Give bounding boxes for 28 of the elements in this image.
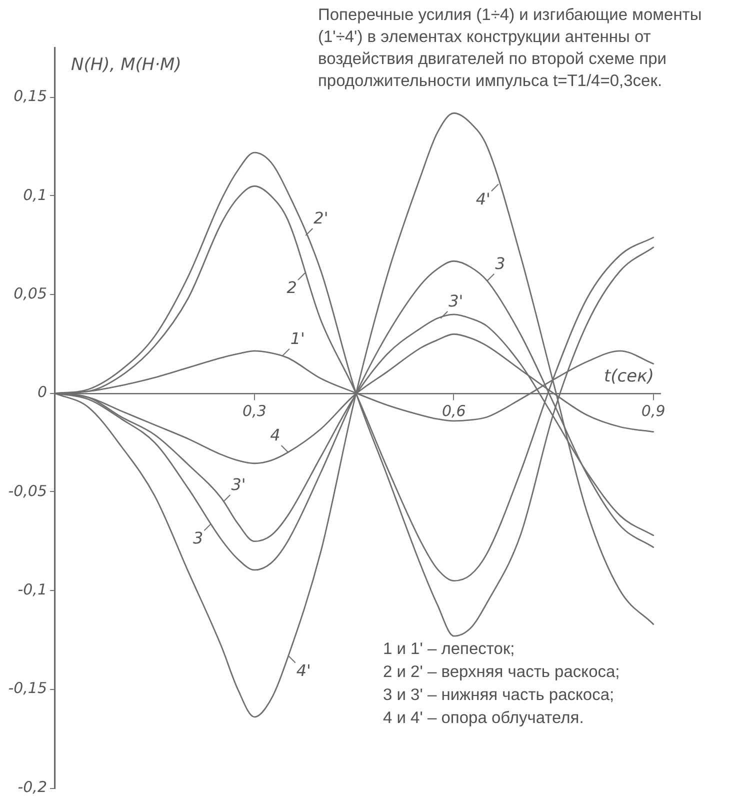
- annotation: 4': [476, 189, 490, 208]
- annotation: 4: [270, 426, 280, 445]
- y-tick-label: -0,1: [18, 580, 47, 599]
- y-tick-label: 0: [37, 383, 47, 402]
- annotation: 2: [286, 278, 297, 298]
- annotation: 3': [448, 292, 464, 311]
- y-tick-label: -0,2: [18, 778, 47, 796]
- x-tick-label: 0,3: [242, 402, 266, 420]
- y-tick-label: -0,05: [8, 482, 47, 500]
- annotation: 3 и 3' – нижняя часть раскоса;: [383, 685, 616, 706]
- annotation: 4': [296, 660, 311, 680]
- y-tick-label: 0,15: [14, 87, 47, 106]
- x-tick-label: 0,9: [641, 402, 666, 420]
- annotation: 1': [290, 328, 305, 348]
- y-axis-title: N(Н), M(Н·М): [71, 55, 182, 75]
- annotation: 1 и 1' – лепесток;: [383, 639, 516, 660]
- annotation: 3': [231, 475, 246, 494]
- annotation: 2': [314, 208, 328, 228]
- annotation: 2 и 2' – верхняя часть раскоса;: [383, 662, 620, 683]
- y-tick-label: 0,05: [14, 284, 47, 303]
- x-tick-label: 0,6: [442, 402, 466, 420]
- chart-title: Поперечные усилия (1÷4) и изгибающие моменты (1'÷4') в элементах конструкции антенны от воздействия двигателей по второй схеме при продолжительности импульса t=T1/4=0,3сек.: [318, 5, 703, 92]
- annotation: 4 и 4' – опора облучателя.: [383, 708, 585, 729]
- annotation: 3: [495, 254, 506, 274]
- y-tick-label: -0,15: [8, 679, 47, 698]
- y-tick-label: 0,1: [23, 186, 47, 204]
- x-axis-title: t(сек): [604, 366, 654, 386]
- annotation: 3: [193, 528, 204, 548]
